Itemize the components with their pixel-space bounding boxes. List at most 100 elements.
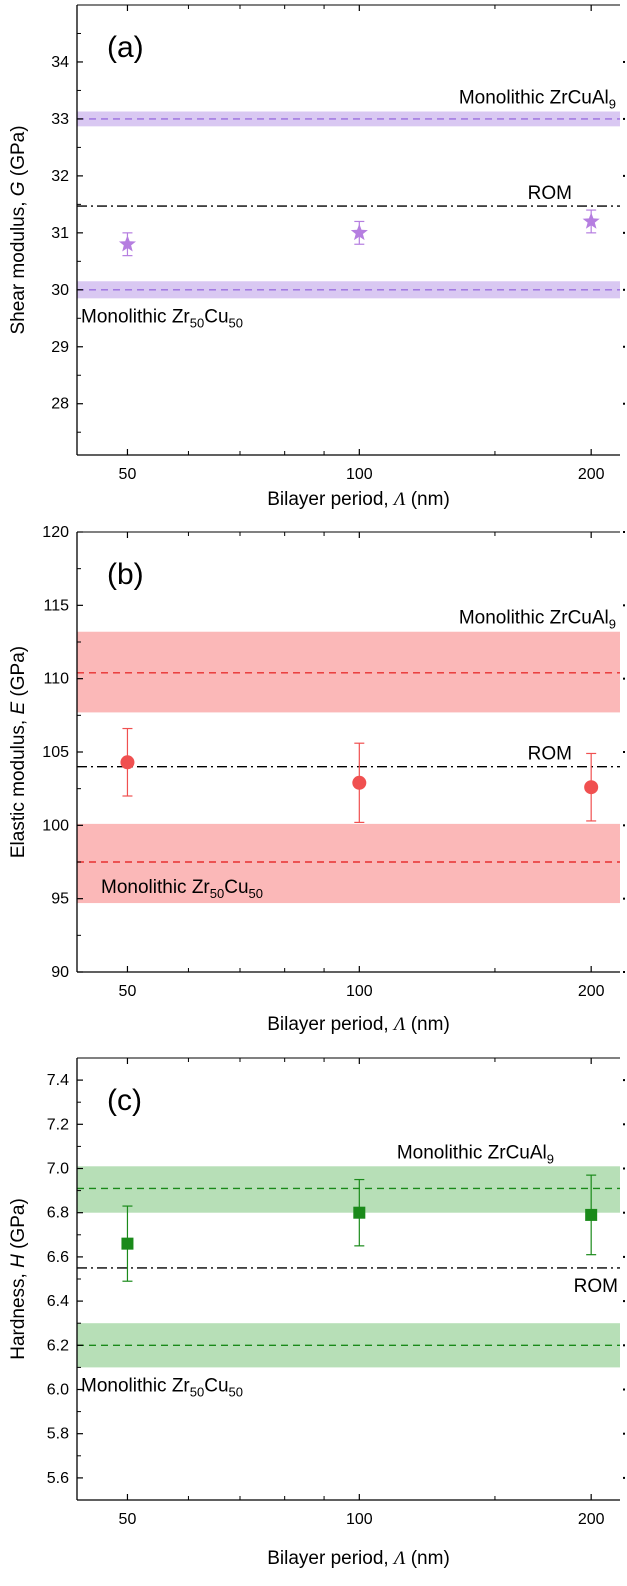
y-tick-label: 110	[43, 671, 69, 688]
data-point	[120, 755, 135, 770]
right-tick-mark	[623, 604, 625, 607]
x-axis-title: Bilayer period, Λ (nm)	[267, 1014, 450, 1035]
band-label-text: Cu	[204, 306, 228, 327]
rom-label: ROM	[574, 1276, 618, 1297]
band-label-text: Monolithic Zr	[81, 306, 190, 327]
right-tick-mark	[623, 1300, 625, 1303]
x-tick-label: 200	[578, 466, 605, 483]
x-tick-label: 200	[578, 983, 605, 1000]
right-tick-mark	[623, 1344, 625, 1347]
right-tick-mark	[623, 288, 625, 291]
y-tick-label: 7.0	[47, 1161, 69, 1178]
x-tick-label: 50	[119, 1511, 137, 1528]
right-tick-mark	[623, 60, 625, 63]
band-label-2: Monolithic Zr50Cu50	[81, 1375, 243, 1399]
right-tick-mark	[623, 1255, 625, 1258]
y-axis-title-text: Hardness,	[8, 1268, 29, 1360]
right-tick-mark	[623, 1432, 625, 1435]
right-tick-mark	[623, 1123, 625, 1126]
band-label-1: Monolithic ZrCuAl9	[397, 1142, 554, 1166]
rom-label: ROM	[528, 744, 572, 765]
data-point	[585, 1208, 598, 1221]
reference-band-1	[77, 111, 620, 127]
panel-label: (c)	[107, 1084, 142, 1117]
y-axis-title-text: Elastic modulus,	[8, 715, 29, 859]
y-tick-label: 115	[43, 597, 69, 614]
y-tick-label: 34	[51, 54, 69, 71]
data-point	[584, 780, 599, 795]
y-axis-title: Hardness, H (GPa)	[8, 1198, 29, 1360]
x-axis-title-text: (nm)	[405, 489, 449, 510]
y-tick-label: 90	[51, 964, 69, 981]
y-tick-label: 120	[42, 524, 69, 541]
x-tick-label: 50	[119, 466, 137, 483]
y-tick-label: 32	[51, 168, 69, 185]
x-axis-title-symbol: Λ	[392, 489, 406, 510]
right-tick-mark	[623, 971, 625, 973]
y-tick-label: 100	[42, 817, 69, 834]
y-tick-label: 6.6	[47, 1249, 69, 1266]
y-tick-label: 95	[51, 891, 69, 908]
y-axis-title-symbol: H	[8, 1254, 29, 1268]
reference-band-2	[77, 823, 620, 904]
y-tick-label: 105	[42, 744, 69, 761]
right-tick-mark	[623, 751, 625, 753]
band-label-2: Monolithic Zr50Cu50	[81, 306, 243, 330]
y-axis-title-text: (GPa)	[8, 1198, 29, 1254]
reference-band-1	[77, 631, 620, 713]
right-tick-mark	[623, 117, 625, 120]
right-tick-mark	[623, 1476, 625, 1479]
y-tick-label: 31	[51, 225, 69, 242]
right-tick-mark	[623, 345, 625, 348]
band-label-text: Monolithic ZrCuAl	[397, 1142, 547, 1163]
y-tick-label: 5.8	[47, 1426, 69, 1443]
data-point	[350, 223, 368, 241]
right-tick-mark	[623, 1079, 625, 1082]
data-point	[582, 212, 600, 229]
band-label-subscript: 50	[210, 886, 224, 901]
data-point	[352, 775, 367, 790]
x-axis-title-text: Bilayer period,	[267, 1014, 394, 1035]
y-tick-label: 7.4	[47, 1072, 69, 1089]
x-axis-title-text: Bilayer period,	[267, 1548, 394, 1569]
y-axis-title-symbol: E	[8, 702, 29, 715]
band-label-2: Monolithic Zr50Cu50	[101, 877, 263, 901]
y-axis-title-text: Shear modulus,	[8, 196, 29, 334]
y-axis-title-symbol: G	[8, 181, 29, 196]
x-axis-title-symbol: Λ	[392, 1548, 406, 1569]
band-label-subscript: 50	[229, 1384, 243, 1399]
x-axis-title-text: (nm)	[405, 1548, 449, 1569]
y-tick-label: 5.6	[47, 1470, 69, 1487]
right-tick-mark	[623, 1211, 625, 1214]
x-tick-label: 100	[346, 983, 373, 1000]
band-label-subscript: 50	[249, 886, 263, 901]
y-tick-label: 6.4	[47, 1293, 69, 1310]
band-label-subscript: 9	[609, 617, 616, 632]
x-axis-title-text: Bilayer period,	[267, 489, 394, 510]
x-tick-label: 100	[346, 466, 373, 483]
band-label-text: Monolithic ZrCuAl	[459, 88, 609, 109]
y-tick-label: 7.2	[47, 1116, 69, 1133]
band-label-subscript: 9	[547, 1151, 554, 1166]
x-tick-label: 50	[119, 983, 137, 1000]
chart-panel-3: 50 100 200 5.6 5.8 6.0 6.2 6.4 6.6 6.8 7.0 7.2 7.4 Mo…	[8, 1057, 625, 1569]
band-label-text: Monolithic Zr	[101, 877, 210, 898]
right-tick-mark	[623, 1388, 625, 1391]
right-tick-mark	[623, 824, 625, 827]
right-tick-mark	[623, 531, 625, 533]
x-axis-title: Bilayer period, Λ (nm)	[267, 1548, 450, 1569]
data-point	[353, 1206, 366, 1219]
band-label-subscript: 50	[190, 1384, 204, 1399]
x-tick-label: 200	[578, 1511, 605, 1528]
band-label-1: Monolithic ZrCuAl9	[459, 88, 616, 112]
panel-label: (b)	[107, 558, 144, 591]
right-tick-mark	[623, 897, 625, 900]
band-label-subscript: 9	[609, 97, 616, 112]
y-axis-title-text: (GPa)	[8, 125, 29, 181]
y-tick-label: 6.8	[47, 1205, 69, 1222]
chart-panel-2: 50 100 200 90 95 100 105 110 115 120 Monolithic Zr…	[8, 524, 625, 1035]
y-tick-label: 6.0	[47, 1382, 69, 1399]
right-tick-mark	[623, 174, 625, 177]
band-label-text: Monolithic Zr	[81, 1375, 190, 1396]
